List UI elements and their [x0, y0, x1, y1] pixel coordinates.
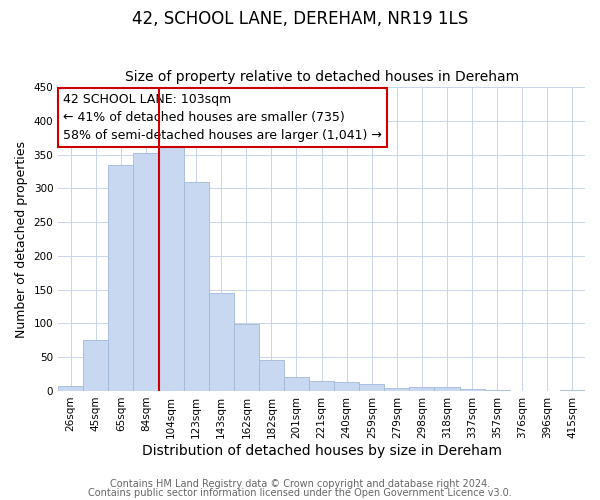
- Bar: [284, 378, 309, 391]
- Bar: [234, 324, 259, 391]
- Text: Contains HM Land Registry data © Crown copyright and database right 2024.: Contains HM Land Registry data © Crown c…: [110, 479, 490, 489]
- Bar: [184, 182, 209, 391]
- Bar: [560, 390, 585, 391]
- Y-axis label: Number of detached properties: Number of detached properties: [15, 140, 28, 338]
- Bar: [133, 152, 158, 391]
- X-axis label: Distribution of detached houses by size in Dereham: Distribution of detached houses by size …: [142, 444, 502, 458]
- Text: Contains public sector information licensed under the Open Government Licence v3: Contains public sector information licen…: [88, 488, 512, 498]
- Text: 42, SCHOOL LANE, DEREHAM, NR19 1LS: 42, SCHOOL LANE, DEREHAM, NR19 1LS: [132, 10, 468, 28]
- Bar: [434, 387, 460, 391]
- Bar: [460, 389, 485, 391]
- Text: 42 SCHOOL LANE: 103sqm
← 41% of detached houses are smaller (735)
58% of semi-de: 42 SCHOOL LANE: 103sqm ← 41% of detached…: [64, 93, 382, 142]
- Bar: [334, 382, 359, 391]
- Bar: [83, 340, 109, 391]
- Bar: [209, 293, 234, 391]
- Bar: [409, 387, 434, 391]
- Bar: [109, 164, 133, 391]
- Bar: [359, 384, 385, 391]
- Bar: [385, 388, 409, 391]
- Bar: [259, 360, 284, 391]
- Title: Size of property relative to detached houses in Dereham: Size of property relative to detached ho…: [125, 70, 518, 85]
- Bar: [309, 381, 334, 391]
- Bar: [158, 141, 184, 391]
- Bar: [485, 390, 510, 391]
- Bar: [58, 386, 83, 391]
